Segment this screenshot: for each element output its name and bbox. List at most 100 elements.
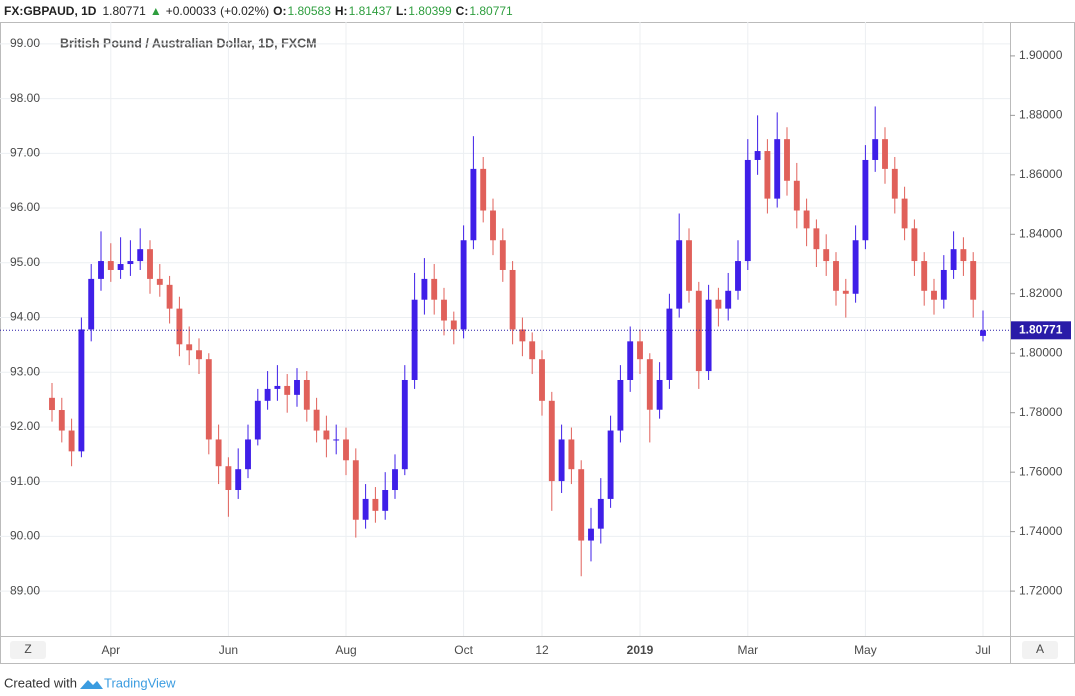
candle-body (578, 469, 585, 541)
candle-body (88, 278, 95, 330)
header-value: 1.80583 (288, 4, 332, 18)
y2-tick-label: 90.00 (10, 529, 40, 543)
header-value: 1.80771 (102, 4, 146, 18)
candle-body (519, 329, 526, 342)
candle-body (735, 261, 741, 291)
candle-body (764, 151, 771, 199)
candle-body (774, 139, 781, 199)
candle-body (166, 284, 173, 309)
candle-body (960, 249, 967, 262)
candle-body (411, 299, 418, 380)
price-label: 1.80771 (1019, 322, 1063, 336)
y2-tick-label: 94.00 (10, 310, 40, 324)
candle-body (294, 379, 300, 395)
candle-body (127, 261, 134, 265)
candle-body (392, 469, 398, 491)
candle-body (333, 439, 340, 441)
candle-body (68, 430, 75, 452)
candle-body (205, 359, 212, 440)
candle-body (58, 410, 65, 431)
candle-body (254, 400, 261, 440)
candle-body (744, 159, 751, 262)
frame (0, 22, 1075, 664)
candle-body (705, 299, 712, 372)
grid: 1.72000 1.74000 1.76000 1.78000 1.80000 1.820… (0, 22, 1063, 657)
header-value: H: (335, 4, 348, 18)
candle-body (117, 264, 124, 270)
candle-body (793, 180, 800, 211)
footer-text: Created with (4, 675, 77, 690)
auto-button[interactable]: A (1036, 642, 1044, 656)
candle-body (970, 261, 977, 300)
header-value: +0.00033 (166, 4, 217, 18)
chart-title: British Pound / Australian Dollar, 1D, F… (60, 36, 317, 50)
candle-body (921, 261, 928, 291)
candle-body (225, 466, 232, 491)
candle-body (607, 430, 614, 499)
y2-tick-label: 98.00 (10, 91, 40, 105)
candle-body (235, 469, 242, 491)
x-tick-label: Jun (219, 643, 238, 657)
candle-body (431, 278, 438, 300)
x-tick-label: 2019 (627, 643, 654, 657)
candle-body (882, 139, 888, 169)
y2-tick-label: 97.00 (10, 146, 40, 160)
candle-body (509, 269, 516, 330)
candle-body (421, 278, 428, 300)
candle-body (284, 385, 291, 395)
candle-body (558, 439, 565, 482)
y2-tick-label: 93.00 (10, 364, 40, 378)
zoom-button[interactable]: Z (24, 642, 31, 656)
header-value: L: (396, 4, 407, 18)
x-tick-label: Oct (454, 643, 473, 657)
candle-body (499, 240, 506, 270)
header-value: (+0.02%) (220, 4, 269, 18)
candle-body (49, 397, 55, 411)
y-tick-label: 1.80000 (1019, 345, 1063, 359)
header-value: 1.80771 (469, 4, 513, 18)
y2-tick-label: 89.00 (10, 583, 40, 597)
candle-body (382, 490, 389, 511)
button[interactable] (10, 641, 46, 659)
y2-tick-label: 91.00 (10, 474, 40, 488)
candle-body (891, 168, 898, 199)
candle-body (548, 400, 555, 482)
header-value: C: (456, 4, 469, 18)
y2-tick-label: 96.00 (10, 200, 40, 214)
button[interactable] (1022, 641, 1058, 659)
candle-body (401, 379, 408, 470)
candle-body (646, 359, 653, 410)
candle-body (842, 290, 849, 294)
candle-body (588, 528, 594, 541)
candle-body (352, 460, 359, 520)
y2-tick-label: 99.00 (10, 36, 40, 50)
y-tick-label: 1.90000 (1019, 48, 1063, 62)
candle-body (303, 379, 310, 410)
candle-body (980, 330, 986, 336)
footer-brand[interactable]: TradingView (104, 675, 176, 690)
candle-body (529, 341, 536, 360)
y2-tick-label: 95.00 (10, 255, 40, 269)
candle-body (568, 439, 575, 470)
candle-body (950, 249, 957, 270)
candle-body (147, 249, 153, 279)
candle-body (676, 240, 683, 309)
candle-body (372, 498, 379, 511)
x-tick-label: Aug (335, 643, 356, 657)
candle-body (833, 261, 839, 291)
candle-body (313, 409, 320, 431)
candle-body (852, 240, 859, 294)
candle-body (803, 210, 810, 229)
candle-body (715, 299, 722, 309)
candle-body (597, 498, 604, 529)
y-tick-label: 1.74000 (1019, 524, 1063, 538)
y-tick-label: 1.88000 (1019, 108, 1063, 122)
y-tick-label: 1.82000 (1019, 286, 1063, 300)
header-value: O: (273, 4, 286, 18)
candle-body (940, 269, 947, 300)
candle-body (539, 359, 545, 401)
candle-body (725, 290, 732, 309)
candle-body (686, 240, 692, 291)
candle-body (156, 278, 163, 285)
